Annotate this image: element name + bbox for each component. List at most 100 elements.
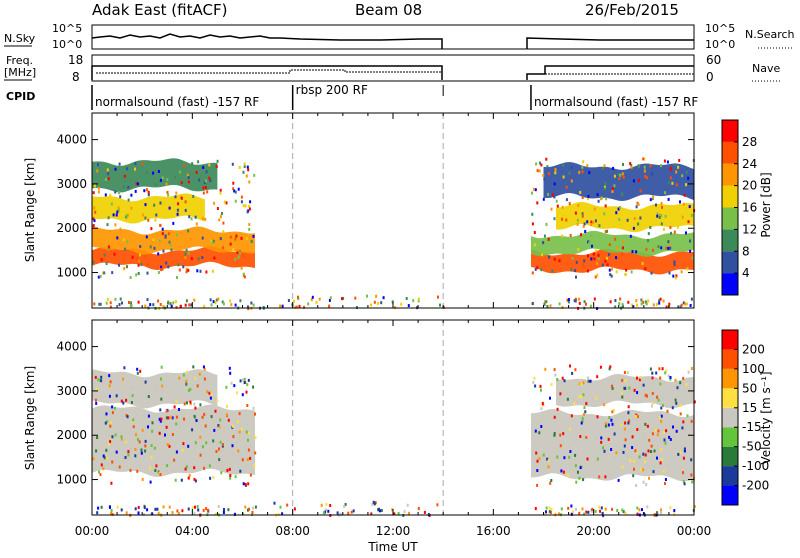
scatter-cell (117, 208, 120, 212)
scatter-cell (110, 481, 113, 485)
near-range-cell (543, 302, 546, 306)
scatter-cell (111, 271, 114, 275)
near-range-cell (143, 506, 146, 510)
gap-cell (344, 503, 347, 506)
scatter-cell (159, 408, 162, 412)
scatter-cell (651, 172, 654, 176)
scatter-cell (168, 240, 171, 244)
near-range-cell (181, 509, 184, 513)
scatter-cell (665, 429, 668, 433)
scatter-cell (549, 481, 552, 485)
near-range-cell (614, 305, 617, 309)
scatter-cell (212, 475, 215, 479)
scatter-cell (619, 205, 622, 209)
scatter-cell (139, 253, 141, 257)
scatter-cell (624, 273, 627, 276)
time-axis-label: Time UT (367, 540, 418, 554)
scatter-cell (209, 476, 212, 480)
scatter-cell (647, 239, 650, 243)
scatter-cell (130, 206, 133, 210)
scatter-cell (596, 273, 599, 277)
scatter-cell (624, 438, 627, 442)
scatter-cell (100, 463, 103, 467)
scatter-cell (204, 424, 207, 428)
scatter-cell (189, 400, 192, 404)
scatter-cell (642, 452, 645, 456)
scatter-cell (612, 187, 614, 191)
scatter-cell (577, 470, 579, 474)
scatter-cell (531, 191, 533, 195)
scatter-cell (165, 416, 168, 420)
scatter-cell (229, 235, 232, 239)
scatter-cell (114, 433, 117, 437)
scatter-cell (596, 261, 598, 265)
scatter-cell (225, 385, 228, 389)
scatter-cell (218, 447, 220, 451)
near-range-cell (193, 511, 196, 515)
scatter-cell (126, 167, 129, 171)
scatter-cell (239, 379, 242, 383)
gap-cell (400, 302, 403, 306)
colorbar-swatch (722, 349, 738, 369)
scatter-cell (617, 478, 620, 482)
scatter-cell (662, 469, 665, 473)
scatter-cell (231, 424, 234, 428)
near-range-cell (558, 302, 561, 306)
scatter-cell (691, 256, 694, 260)
scatter-cell (581, 214, 584, 218)
time-tick-label: 00:00 (677, 524, 712, 538)
scatter-cell (232, 187, 235, 191)
near-range-cell (119, 297, 122, 301)
scatter-cell (199, 435, 202, 439)
scatter-cell (674, 163, 677, 167)
scatter-cell (159, 473, 162, 476)
scatter-cell (600, 436, 603, 440)
echo-band (92, 246, 255, 270)
scatter-cell (580, 421, 583, 425)
scatter-cell (240, 236, 243, 240)
scatter-cell (648, 438, 651, 442)
scatter-cell (115, 394, 118, 398)
scatter-cell (105, 262, 108, 265)
scatter-cell (187, 476, 190, 480)
scatter-cell (196, 384, 199, 388)
scatter-cell (647, 232, 650, 236)
scatter-cell (134, 447, 137, 451)
scatter-cell (232, 435, 235, 439)
scatter-cell (158, 417, 161, 421)
scatter-cell (135, 433, 137, 437)
gap-cell (325, 508, 327, 512)
scatter-cell (93, 206, 96, 210)
scatter-cell (660, 448, 663, 451)
scatter-cell (106, 168, 109, 172)
scatter-cell (571, 256, 574, 260)
scatter-cell (175, 450, 178, 454)
scatter-cell (159, 201, 162, 205)
scatter-cell (643, 165, 646, 169)
near-range-cell (567, 506, 570, 510)
near-range-cell (567, 298, 570, 301)
scatter-cell (583, 438, 586, 442)
scatter-cell (240, 195, 243, 199)
gap-cell (382, 296, 385, 300)
scatter-cell (211, 269, 214, 273)
scatter-cell (201, 256, 204, 259)
scatter-cell (97, 186, 100, 190)
scatter-cell (656, 214, 659, 218)
scatter-cell (540, 407, 543, 411)
scatter-cell (633, 388, 636, 392)
gap-cell (339, 512, 342, 516)
scatter-cell (541, 416, 544, 419)
scatter-cell (651, 401, 654, 405)
scatter-cell (126, 415, 129, 419)
near-range-cell (632, 305, 635, 309)
scatter-cell (656, 395, 659, 399)
scatter-cell (553, 257, 556, 261)
scatter-cell (188, 215, 191, 219)
scatter-cell (97, 378, 100, 382)
scatter-cell (664, 214, 667, 218)
scatter-cell (667, 197, 670, 201)
scatter-cell (611, 267, 613, 271)
scatter-cell (618, 218, 621, 221)
scatter-cell (617, 207, 620, 211)
